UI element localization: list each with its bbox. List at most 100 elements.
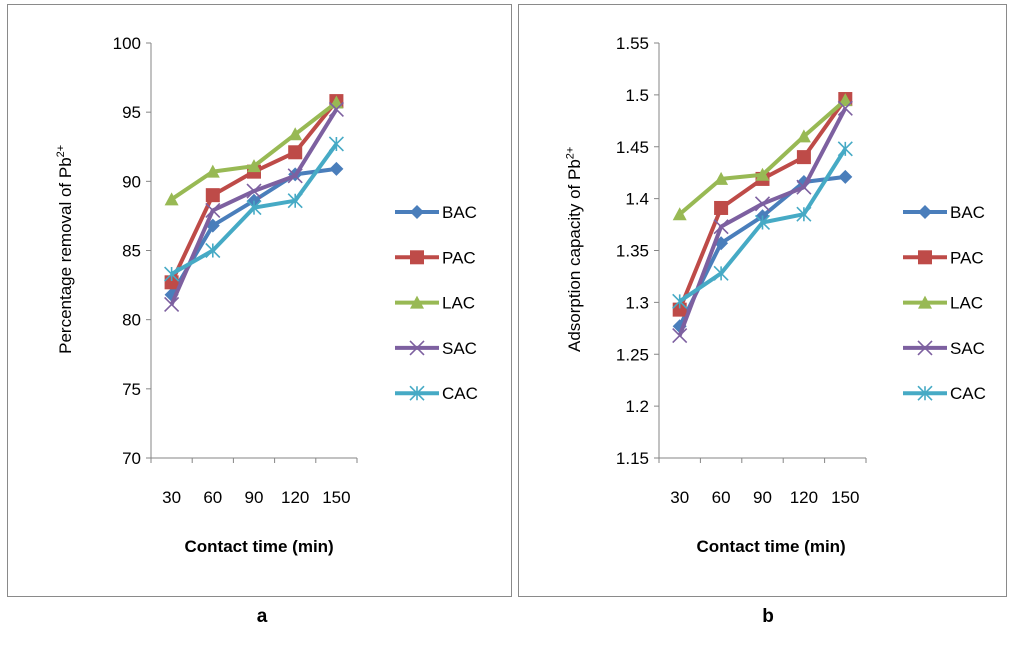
chart-a-legend-item-bac: BAC: [395, 203, 477, 222]
chart-panel-a: 70 75 80 85 90 95 100 30 60 90 120 150 BAC PAC LAC SAC C…: [7, 4, 512, 597]
chart-a-y-tick-label: 100: [113, 34, 141, 53]
chart-a-legend-item-sac: SAC: [395, 339, 477, 358]
chart-b-y-tick-label: 1.5: [625, 86, 649, 105]
chart-a-y-tick-label: 85: [122, 242, 141, 261]
chart-a-y-tick-label: 95: [122, 103, 141, 122]
chart-b-y-tick-label: 1.45: [616, 138, 649, 157]
chart-b-point-lac: [796, 129, 811, 143]
chart-a-legend-marker: [410, 205, 424, 219]
chart-a-y-axis-label-sup: 2+: [54, 144, 67, 157]
chart-b-legend-marker: [917, 340, 933, 356]
chart-b-series-sac: [672, 100, 853, 344]
chart-a-legend-label: SAC: [442, 339, 477, 358]
chart-a-point-sac: [164, 296, 180, 313]
chart-b-point-lac: [838, 93, 853, 107]
chart-a-point-sac: [246, 183, 262, 199]
chart-a-point-pac: [288, 145, 303, 160]
chart-b-legend-item-bac: BAC: [903, 203, 985, 222]
chart-a-x-tick-label: 60: [203, 488, 222, 507]
chart-b-y-tick-label: 1.35: [616, 242, 649, 261]
caption-a: a: [256, 606, 268, 627]
chart-b-point-sac: [713, 219, 729, 235]
chart-a-x-tick-label: 30: [162, 488, 181, 507]
chart-a-legend-label: BAC: [442, 203, 477, 222]
chart-a-series-lac: [164, 95, 344, 206]
chart-a-point-cac: [246, 200, 262, 216]
chart-b-point-cac: [754, 214, 771, 231]
chart-a-legend-item-lac: LAC: [395, 294, 475, 313]
chart-b-legend-item-cac: CAC: [903, 384, 986, 403]
chart-b-legend-marker: [918, 250, 932, 265]
chart-a-point-sac: [205, 202, 221, 218]
chart-b-legend-label: SAC: [950, 339, 985, 358]
chart-a-point-lac: [205, 164, 220, 178]
chart-b-point-cac: [672, 293, 688, 309]
chart-a-series-sac: [164, 101, 344, 313]
chart-a-legend-item-cac: CAC: [395, 384, 478, 403]
chart-a-point-lac: [288, 127, 303, 141]
chart-b-x-tick-label: 90: [753, 488, 772, 507]
chart-b-legend-label: CAC: [950, 384, 986, 403]
chart-b-series-cac: [672, 141, 853, 309]
chart-a-y-tick-label: 80: [122, 311, 141, 330]
chart-b-point-cac: [837, 141, 853, 157]
chart-a-svg: 70 75 80 85 90 95 100 30 60 90 120 150 BAC PAC LAC SAC C…: [113, 34, 478, 507]
chart-a-point-sac: [287, 168, 303, 184]
chart-a-x-tick-label: 150: [322, 488, 350, 507]
chart-b-y-tick-label: 1.3: [625, 293, 649, 312]
chart-a-legend-label: CAC: [442, 384, 478, 403]
chart-b-point-sac: [754, 196, 771, 212]
chart-b-x-axis-label: Contact time (min): [696, 537, 846, 556]
chart-a-point-cac: [205, 242, 221, 259]
chart-b-point-pac: [672, 302, 687, 317]
chart-b-legend-item-pac: PAC: [903, 248, 984, 267]
chart-b-series-bac: [672, 169, 853, 334]
chart-b-point-bac: [796, 175, 811, 190]
chart-b-svg: 1.15 1.2 1.25 1.3 1.35 1.4 1.45 1.5 1.55 30 60 90 12…: [616, 34, 986, 507]
chart-a-point-sac: [328, 101, 344, 117]
chart-b-y-axis-label-sup: 2+: [563, 146, 576, 159]
chart-b-point-sac: [672, 328, 688, 344]
chart-a-y-tick-label: 90: [122, 172, 141, 191]
chart-a-y-tick-label: 70: [122, 449, 141, 468]
chart-b-legend-item-sac: SAC: [903, 339, 985, 358]
chart-a-point-pac: [164, 275, 179, 290]
chart-b-y-tick-label: 1.2: [625, 397, 649, 416]
chart-a-legend-marker: [410, 295, 424, 309]
chart-b-point-sac: [837, 100, 853, 116]
chart-a-y-axis-label-text: Percentage removal of Pb: [55, 156, 75, 354]
chart-a-point-cac: [287, 193, 303, 209]
chart-a-point-bac: [329, 161, 344, 176]
chart-b-x-tick-label: 120: [790, 488, 818, 507]
chart-b-point-bac: [672, 319, 687, 334]
chart-b-point-lac: [714, 171, 729, 185]
chart-b-y-tick-label: 1.15: [616, 449, 649, 468]
chart-a-point-cac: [328, 136, 344, 152]
chart-b-y-axis-label: Adsorption capacity of Pb2+: [564, 146, 585, 351]
chart-b-y-tick-label: 1.25: [616, 345, 649, 364]
chart-b-x-tick-label: 150: [831, 488, 859, 507]
chart-b-legend-label: BAC: [950, 203, 985, 222]
chart-b-point-pac: [714, 200, 729, 215]
chart-b-legend-item-lac: LAC: [903, 294, 983, 313]
chart-b-x-tick-label: 60: [712, 488, 731, 507]
chart-a-legend-marker: [410, 250, 424, 265]
chart-a-legend-marker: [409, 385, 425, 401]
chart-b-point-lac: [755, 167, 770, 181]
chart-b-y-tick-label: 1.4: [625, 190, 649, 209]
chart-a-x-axis-label: Contact time (min): [184, 537, 334, 556]
chart-b-legend-label: LAC: [950, 294, 983, 313]
chart-a-legend-label: PAC: [442, 248, 476, 267]
chart-b-x-tick-label: 30: [670, 488, 689, 507]
caption-b: b: [762, 606, 774, 627]
chart-a-legend-marker: [409, 340, 425, 356]
chart-a-legend-item-pac: PAC: [395, 248, 476, 267]
chart-b-point-bac: [714, 236, 729, 251]
chart-a-legend-label: LAC: [442, 294, 475, 313]
chart-b-legend-label: PAC: [950, 248, 984, 267]
chart-b-point-cac: [713, 265, 729, 281]
chart-b-legend-marker: [917, 385, 933, 401]
chart-a-series-cac: [164, 136, 344, 282]
chart-b-point-bac: [838, 169, 853, 184]
chart-b-point-pac: [796, 150, 811, 165]
